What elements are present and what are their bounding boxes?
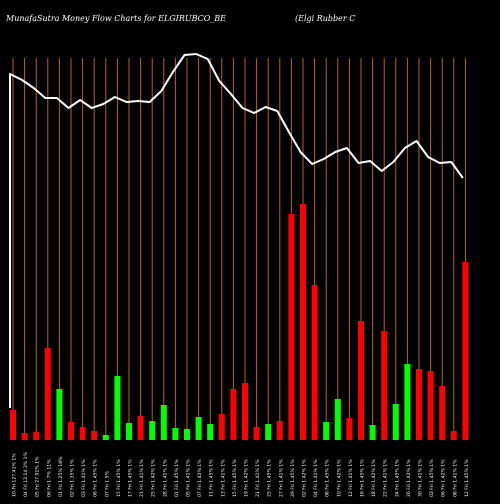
bar bbox=[450, 431, 457, 440]
bar bbox=[288, 214, 295, 440]
x-tick-label: 22 Fri 1.41% 1% bbox=[383, 459, 389, 497]
price-line bbox=[9, 53, 464, 408]
bar bbox=[346, 418, 353, 440]
bar bbox=[56, 389, 63, 440]
x-tick-label: 12 Fri 1.45% 1% bbox=[464, 459, 470, 497]
x-tick-label: 17 Fri 1.45% 1% bbox=[128, 459, 134, 497]
x-tick-label: 05 Fri 1.41% 1% bbox=[186, 459, 192, 497]
x-tick-label: 06 Fri 1.42% 1% bbox=[441, 459, 447, 497]
bar bbox=[462, 262, 469, 440]
x-tick-label: 12 Fri 1.41% 1% bbox=[348, 459, 354, 497]
x-tick-label: 06 Fri 1.7% 11% bbox=[46, 459, 52, 497]
x-tick-label: 21 Fri 1.41% 1% bbox=[255, 459, 261, 497]
x-tick-label: 10-Fri 127.41% 1% bbox=[12, 453, 18, 497]
x-tick-label: 03 Fri 1.41% 1% bbox=[81, 459, 87, 497]
x-tick-label: 07 Fri 1.42% 1% bbox=[197, 459, 203, 497]
x-tick-label: 25 Fri 1.45% 1% bbox=[267, 459, 273, 497]
bar bbox=[218, 414, 225, 440]
bar bbox=[230, 389, 237, 440]
x-tick-label: 11 Fri 1.45% 1% bbox=[209, 459, 215, 497]
bar bbox=[334, 399, 341, 440]
bar bbox=[172, 428, 179, 440]
x-tick-label: 15 Fri 1.45% 1% bbox=[232, 459, 238, 497]
x-tick-label: 16 Fri 1.45% 1% bbox=[360, 459, 366, 497]
x-tick-label: 13 Fri 1.41% 1% bbox=[220, 459, 226, 497]
bar bbox=[10, 410, 16, 440]
bar bbox=[33, 432, 40, 440]
bar bbox=[311, 285, 318, 440]
bar bbox=[137, 416, 144, 440]
x-tick-label: 29 Fri 1.45% 1% bbox=[290, 459, 296, 497]
x-tick-label: 01 Fri 1.45% 1% bbox=[174, 459, 180, 497]
bar bbox=[276, 421, 283, 440]
bar bbox=[184, 429, 190, 440]
bar bbox=[381, 331, 388, 440]
bar bbox=[149, 421, 156, 440]
bar bbox=[242, 383, 248, 440]
bar bbox=[207, 424, 214, 440]
x-tick-label: 02 Fri 1.35% 1% bbox=[70, 459, 76, 497]
x-tick-label: 25 Fri 1.42% 1% bbox=[151, 459, 157, 497]
x-tick-label: 02 Fri 1.45% 1% bbox=[429, 459, 435, 497]
bar bbox=[323, 422, 330, 440]
x-tick-label: 04 Fri 12 14.3% 1% bbox=[23, 451, 29, 497]
bar bbox=[369, 425, 376, 440]
x-tick-label: 21 Fri 1.41% 1% bbox=[139, 459, 145, 497]
bar bbox=[392, 404, 399, 440]
bar bbox=[44, 348, 51, 440]
bar bbox=[160, 405, 167, 440]
bar bbox=[265, 424, 272, 440]
x-tick-label: 06 Fri 1.45% 1% bbox=[93, 459, 99, 497]
x-tick-label: 10 Fri 1.42% 1% bbox=[336, 459, 342, 497]
bar bbox=[300, 204, 306, 440]
x-tick-label: 04 Fri 1.41% 1% bbox=[313, 459, 319, 497]
bar bbox=[114, 376, 121, 440]
chart-title: MunafaSutra Money Flow Charts for ELGIRU… bbox=[6, 14, 227, 23]
x-tick-label: 08 Fri 1.41% 1% bbox=[452, 459, 458, 497]
bar bbox=[416, 369, 422, 440]
bar bbox=[439, 386, 446, 440]
x-tick-label: 15 Fri 1.45% 1% bbox=[116, 459, 122, 497]
x-tick-label: 02 Fri 1.42% 1% bbox=[302, 459, 308, 497]
x-tick-label: 19 Fri 1.42% 1% bbox=[244, 459, 250, 497]
bar bbox=[427, 371, 434, 440]
x-tick-label: 27 Fri 1.41% 1% bbox=[278, 459, 284, 497]
bar bbox=[91, 431, 98, 440]
x-tick-label: 18 Fri 1.42% 1% bbox=[371, 459, 377, 497]
x-tick-label: 30 Fri 1.41% 1% bbox=[418, 459, 424, 497]
x-tick-label: 01 Fri 1.25% 18% bbox=[58, 456, 64, 497]
x-tick-label: 24 Fri 1.45% 1% bbox=[394, 459, 400, 497]
company-name-title: (Elgi Rubber C bbox=[295, 14, 356, 23]
bar bbox=[102, 435, 109, 440]
bar bbox=[68, 422, 74, 440]
bar bbox=[195, 417, 202, 440]
x-tick-label: 08 Fri 1.45% 1% bbox=[325, 459, 331, 497]
x-tick-label: 28 Fri 1.41% 1% bbox=[162, 459, 168, 497]
bar bbox=[21, 433, 28, 440]
bar bbox=[358, 321, 364, 440]
bar bbox=[404, 364, 411, 440]
bar bbox=[126, 423, 132, 440]
bar bbox=[253, 427, 260, 440]
x-tick-label: 05 Fri 27.91% 1% bbox=[35, 456, 41, 497]
x-tick-label: 07 Fri 1.5% bbox=[104, 470, 110, 497]
x-tick-label: 26 Fri 1.42% 1% bbox=[406, 459, 412, 497]
bar bbox=[79, 427, 86, 440]
